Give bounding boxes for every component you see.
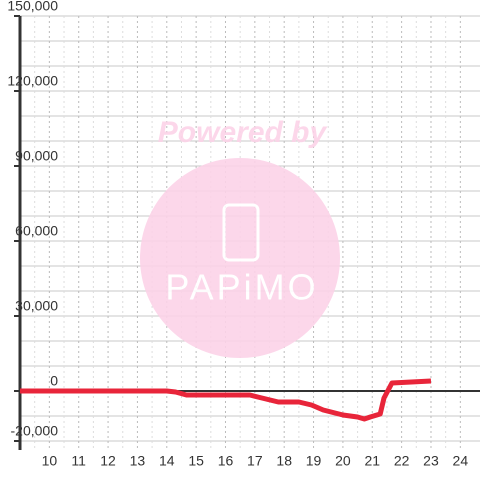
x-tick-label: 11 bbox=[71, 453, 86, 469]
x-tick-label: 19 bbox=[306, 453, 322, 469]
x-tick-label: 18 bbox=[276, 453, 292, 469]
y-tick-label: -20,000 bbox=[11, 423, 59, 439]
watermark-circle bbox=[140, 158, 340, 358]
x-tick-label: 22 bbox=[394, 453, 410, 469]
x-tick-label: 24 bbox=[453, 453, 469, 469]
x-tick-label: 14 bbox=[159, 453, 175, 469]
x-tick-label: 15 bbox=[188, 453, 204, 469]
watermark-phone bbox=[222, 203, 260, 262]
x-tick-label: 12 bbox=[100, 453, 116, 469]
y-tick-label: 60,000 bbox=[15, 223, 58, 239]
x-tick-label: 20 bbox=[335, 453, 351, 469]
y-tick-label: 0 bbox=[50, 373, 58, 389]
watermark-text: Powered by bbox=[158, 116, 328, 149]
x-tick-label: 23 bbox=[423, 453, 439, 469]
y-tick-label: 120,000 bbox=[7, 73, 58, 89]
data-line bbox=[20, 378, 432, 422]
watermark-logo: PAPiMO bbox=[165, 267, 318, 308]
y-tick-label: 30,000 bbox=[15, 298, 58, 314]
y-tick-label: 90,000 bbox=[15, 148, 58, 164]
y-tick-label: 150,000 bbox=[7, 0, 58, 14]
x-tick-label: 16 bbox=[218, 453, 234, 469]
x-tick-label: 21 bbox=[364, 453, 380, 469]
watermark: Powered by PAPiMO bbox=[140, 116, 340, 358]
x-tick-label: 13 bbox=[130, 453, 146, 469]
plot: 10 11 12 13 14 15 16 17 18 19 20 21 22 23 24 -20,000 0 30… bbox=[7, 0, 480, 469]
x-tick-label: 10 bbox=[42, 453, 58, 469]
x-tick-label: 17 bbox=[247, 453, 263, 469]
